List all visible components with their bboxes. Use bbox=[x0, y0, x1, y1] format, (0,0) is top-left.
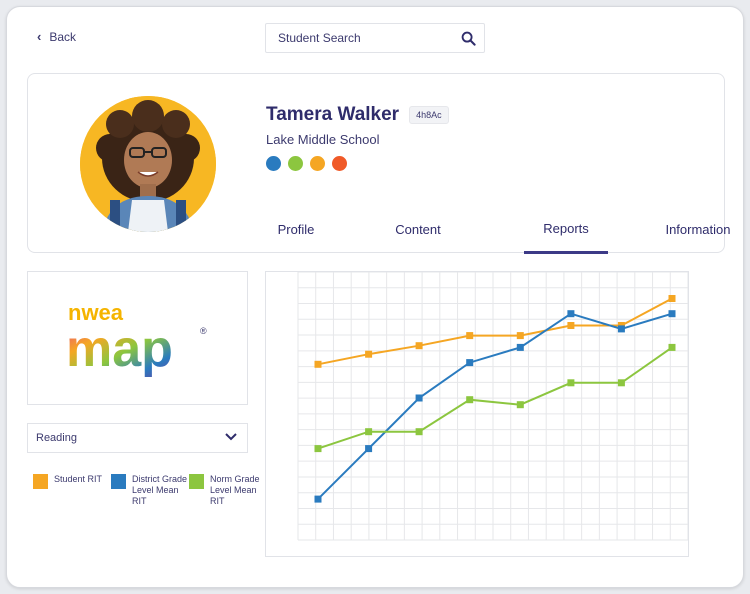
legend-label: District Grade Level Mean RIT bbox=[132, 474, 188, 506]
status-dot bbox=[332, 156, 347, 171]
data-point-norm-grade-level-mean-rit bbox=[415, 428, 423, 436]
data-point-student-rit bbox=[516, 332, 524, 340]
tab-reports[interactable]: Reports bbox=[524, 206, 608, 254]
data-point-district-grade-level-mean-rit bbox=[466, 359, 474, 367]
data-point-norm-grade-level-mean-rit bbox=[516, 401, 524, 409]
student-search bbox=[265, 23, 485, 53]
student-name-row: Tamera Walker 4h8Ac bbox=[266, 104, 449, 126]
status-dot bbox=[266, 156, 281, 171]
data-point-norm-grade-level-mean-rit bbox=[365, 428, 373, 436]
data-point-district-grade-level-mean-rit bbox=[567, 310, 575, 318]
legend-swatch bbox=[189, 474, 204, 489]
series-line-district-grade-level-mean-rit bbox=[317, 312, 673, 500]
svg-text:map: map bbox=[66, 320, 173, 378]
search-icon[interactable] bbox=[461, 31, 476, 46]
legend-swatch bbox=[33, 474, 48, 489]
nwea-map-logo: nwea map ® bbox=[66, 300, 207, 378]
rit-line-chart bbox=[297, 271, 689, 541]
series-line-norm-grade-level-mean-rit bbox=[317, 346, 673, 450]
data-point-norm-grade-level-mean-rit bbox=[314, 445, 322, 453]
data-point-norm-grade-level-mean-rit bbox=[617, 379, 625, 387]
data-point-norm-grade-level-mean-rit bbox=[466, 396, 474, 404]
legend-label: Norm Grade Level Mean RIT bbox=[210, 474, 260, 506]
school-name: Lake Middle School bbox=[266, 132, 380, 147]
student-name: Tamera Walker bbox=[266, 104, 400, 125]
chevron-down-icon bbox=[225, 432, 237, 444]
tab-content-label: Content bbox=[395, 221, 441, 237]
legend-item-district-mean: District Grade Level Mean RIT bbox=[111, 474, 189, 507]
status-dots bbox=[266, 156, 347, 171]
tab-information[interactable]: Information bbox=[654, 206, 742, 252]
back-button[interactable]: ‹ Back bbox=[37, 29, 76, 44]
data-point-student-rit bbox=[415, 342, 423, 350]
tab-profile-label: Profile bbox=[277, 221, 315, 237]
data-point-district-grade-level-mean-rit bbox=[415, 394, 423, 402]
tab-profile[interactable]: Profile bbox=[264, 206, 328, 252]
data-point-norm-grade-level-mean-rit bbox=[567, 379, 575, 387]
profile-tabs: Profile Content Reports Information bbox=[264, 206, 731, 254]
chart-grid bbox=[297, 271, 689, 541]
status-dot bbox=[310, 156, 325, 171]
avatar bbox=[80, 96, 216, 232]
tab-information-label: Information bbox=[665, 221, 731, 237]
data-point-student-rit bbox=[314, 360, 322, 368]
data-point-district-grade-level-mean-rit bbox=[668, 310, 676, 318]
data-point-student-rit bbox=[668, 295, 676, 302]
status-dot bbox=[288, 156, 303, 171]
legend-item-norm-mean: Norm Grade Level Mean RIT bbox=[189, 474, 267, 507]
chart-legend: Student RIT District Grade Level Mean RI… bbox=[33, 474, 267, 507]
data-point-district-grade-level-mean-rit bbox=[617, 325, 625, 333]
data-point-district-grade-level-mean-rit bbox=[516, 343, 524, 351]
subject-select[interactable]: Reading bbox=[27, 423, 248, 453]
rit-chart-card bbox=[265, 271, 689, 557]
tab-content[interactable]: Content bbox=[378, 206, 458, 252]
data-point-district-grade-level-mean-rit bbox=[365, 445, 373, 453]
svg-text:®: ® bbox=[200, 326, 207, 336]
data-point-student-rit bbox=[466, 332, 474, 340]
app-frame: ‹ Back bbox=[6, 6, 744, 588]
search-input[interactable] bbox=[276, 30, 450, 46]
back-label: Back bbox=[49, 29, 77, 44]
data-point-norm-grade-level-mean-rit bbox=[668, 343, 676, 351]
legend-item-student-rit: Student RIT bbox=[33, 474, 111, 507]
student-profile-card: Tamera Walker 4h8Ac Lake Middle School P… bbox=[27, 73, 731, 254]
chevron-left-icon: ‹ bbox=[37, 29, 42, 44]
nwea-map-logo-card: nwea map ® bbox=[27, 271, 248, 405]
data-point-student-rit bbox=[365, 350, 373, 358]
data-point-student-rit bbox=[567, 322, 575, 329]
data-point-district-grade-level-mean-rit bbox=[314, 495, 322, 503]
student-id-badge: 4h8Ac bbox=[409, 106, 449, 124]
legend-label: Student RIT bbox=[54, 474, 103, 484]
tab-reports-label: Reports bbox=[543, 221, 589, 236]
svg-text:nwea: nwea bbox=[68, 300, 124, 325]
subject-select-value: Reading bbox=[36, 432, 77, 444]
legend-swatch bbox=[111, 474, 126, 489]
